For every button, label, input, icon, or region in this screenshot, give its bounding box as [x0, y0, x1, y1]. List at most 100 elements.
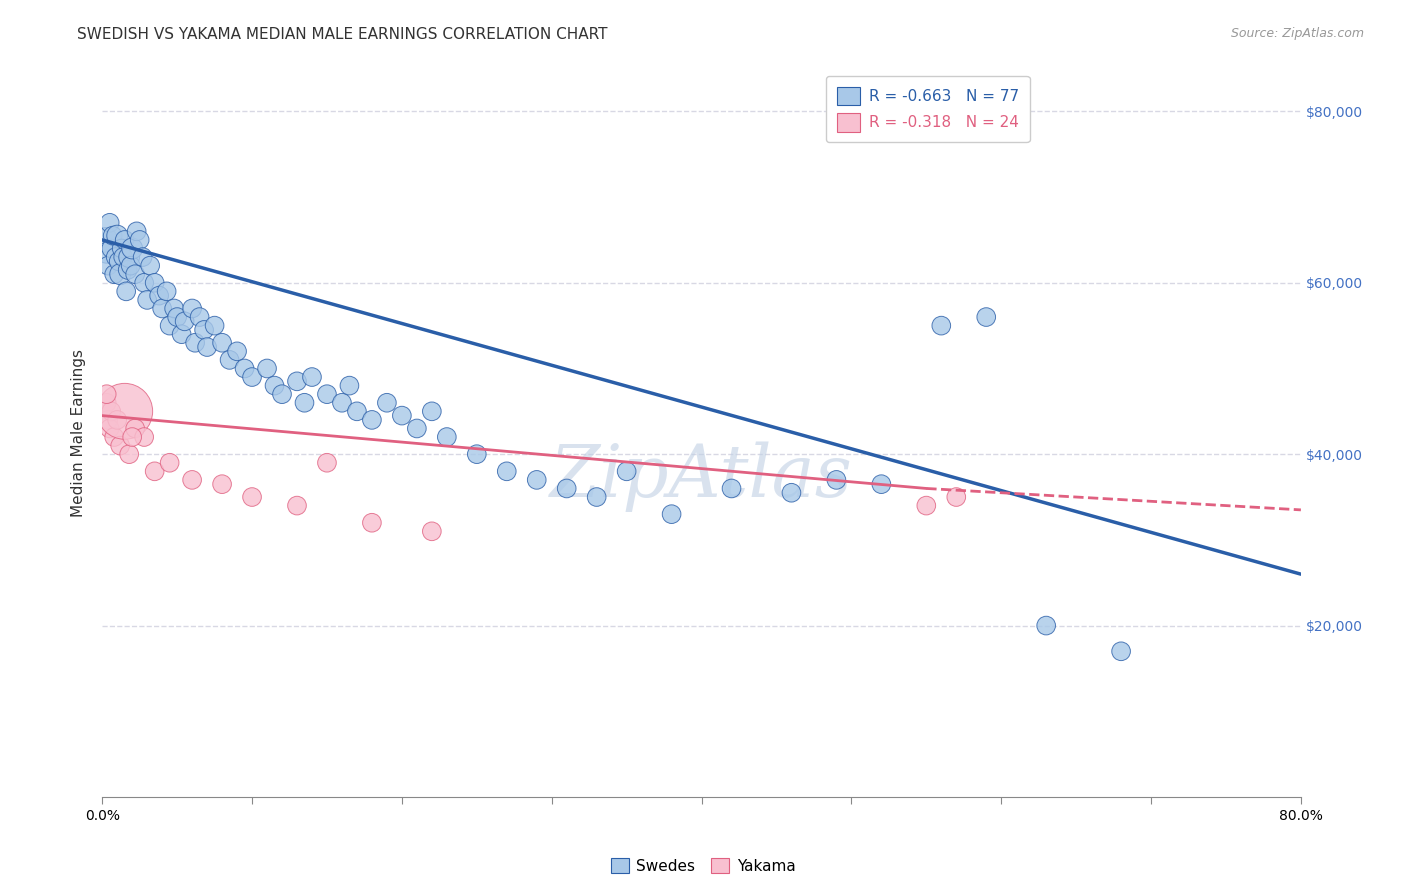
Point: [124, 421, 146, 435]
Point: [118, 250, 141, 264]
Point: [316, 456, 339, 470]
Point: [263, 378, 285, 392]
Point: [375, 396, 398, 410]
Point: [108, 267, 131, 281]
Point: [271, 387, 294, 401]
Point: [218, 352, 240, 367]
Point: [114, 404, 136, 418]
Point: [193, 323, 215, 337]
Legend: R = -0.663   N = 77, R = -0.318   N = 24: R = -0.663 N = 77, R = -0.318 N = 24: [825, 76, 1029, 143]
Point: [121, 242, 143, 256]
Point: [555, 482, 578, 496]
Point: [420, 404, 443, 418]
Point: [103, 267, 125, 281]
Point: [94, 233, 117, 247]
Point: [143, 464, 166, 478]
Text: Source: ZipAtlas.com: Source: ZipAtlas.com: [1230, 27, 1364, 40]
Point: [181, 301, 204, 316]
Point: [420, 524, 443, 539]
Point: [96, 396, 118, 410]
Point: [825, 473, 848, 487]
Point: [256, 361, 278, 376]
Point: [720, 482, 742, 496]
Point: [134, 430, 156, 444]
Point: [115, 285, 138, 299]
Point: [96, 387, 118, 401]
Point: [226, 344, 249, 359]
Point: [1035, 618, 1057, 632]
Point: [107, 254, 129, 268]
Point: [526, 473, 548, 487]
Point: [100, 242, 122, 256]
Point: [204, 318, 226, 333]
Point: [100, 404, 122, 418]
Point: [166, 310, 188, 324]
Point: [114, 233, 136, 247]
Legend: Swedes, Yakama: Swedes, Yakama: [605, 852, 801, 880]
Point: [495, 464, 517, 478]
Point: [124, 267, 146, 281]
Point: [139, 259, 162, 273]
Point: [97, 413, 120, 427]
Point: [150, 301, 173, 316]
Point: [96, 245, 118, 260]
Point: [112, 250, 135, 264]
Point: [143, 276, 166, 290]
Point: [391, 409, 413, 423]
Point: [97, 259, 120, 273]
Point: [105, 413, 128, 427]
Point: [101, 228, 124, 243]
Point: [131, 250, 153, 264]
Point: [120, 259, 142, 273]
Point: [346, 404, 368, 418]
Point: [156, 285, 179, 299]
Point: [188, 310, 211, 324]
Point: [211, 335, 233, 350]
Point: [361, 516, 384, 530]
Point: [104, 250, 127, 264]
Point: [240, 490, 263, 504]
Point: [211, 477, 233, 491]
Point: [184, 335, 207, 350]
Point: [105, 228, 128, 243]
Point: [98, 421, 121, 435]
Point: [111, 242, 134, 256]
Point: [134, 276, 156, 290]
Point: [870, 477, 893, 491]
Point: [780, 485, 803, 500]
Point: [163, 301, 186, 316]
Point: [1109, 644, 1132, 658]
Point: [330, 396, 353, 410]
Point: [118, 447, 141, 461]
Point: [974, 310, 997, 324]
Text: SWEDISH VS YAKAMA MEDIAN MALE EARNINGS CORRELATION CHART: SWEDISH VS YAKAMA MEDIAN MALE EARNINGS C…: [77, 27, 607, 42]
Point: [316, 387, 339, 401]
Point: [405, 421, 427, 435]
Point: [285, 374, 308, 388]
Point: [465, 447, 488, 461]
Point: [361, 413, 384, 427]
Point: [128, 233, 150, 247]
Point: [170, 327, 193, 342]
Point: [240, 370, 263, 384]
Text: ZipAtlas: ZipAtlas: [550, 442, 853, 512]
Point: [436, 430, 458, 444]
Y-axis label: Median Male Earnings: Median Male Earnings: [72, 349, 86, 516]
Point: [945, 490, 967, 504]
Point: [159, 456, 181, 470]
Point: [148, 288, 170, 302]
Point: [233, 361, 256, 376]
Point: [173, 314, 195, 328]
Point: [285, 499, 308, 513]
Point: [301, 370, 323, 384]
Point: [616, 464, 638, 478]
Point: [136, 293, 159, 307]
Point: [159, 318, 181, 333]
Point: [294, 396, 316, 410]
Point: [103, 430, 125, 444]
Point: [929, 318, 952, 333]
Point: [108, 439, 131, 453]
Point: [661, 507, 683, 521]
Point: [585, 490, 607, 504]
Point: [915, 499, 938, 513]
